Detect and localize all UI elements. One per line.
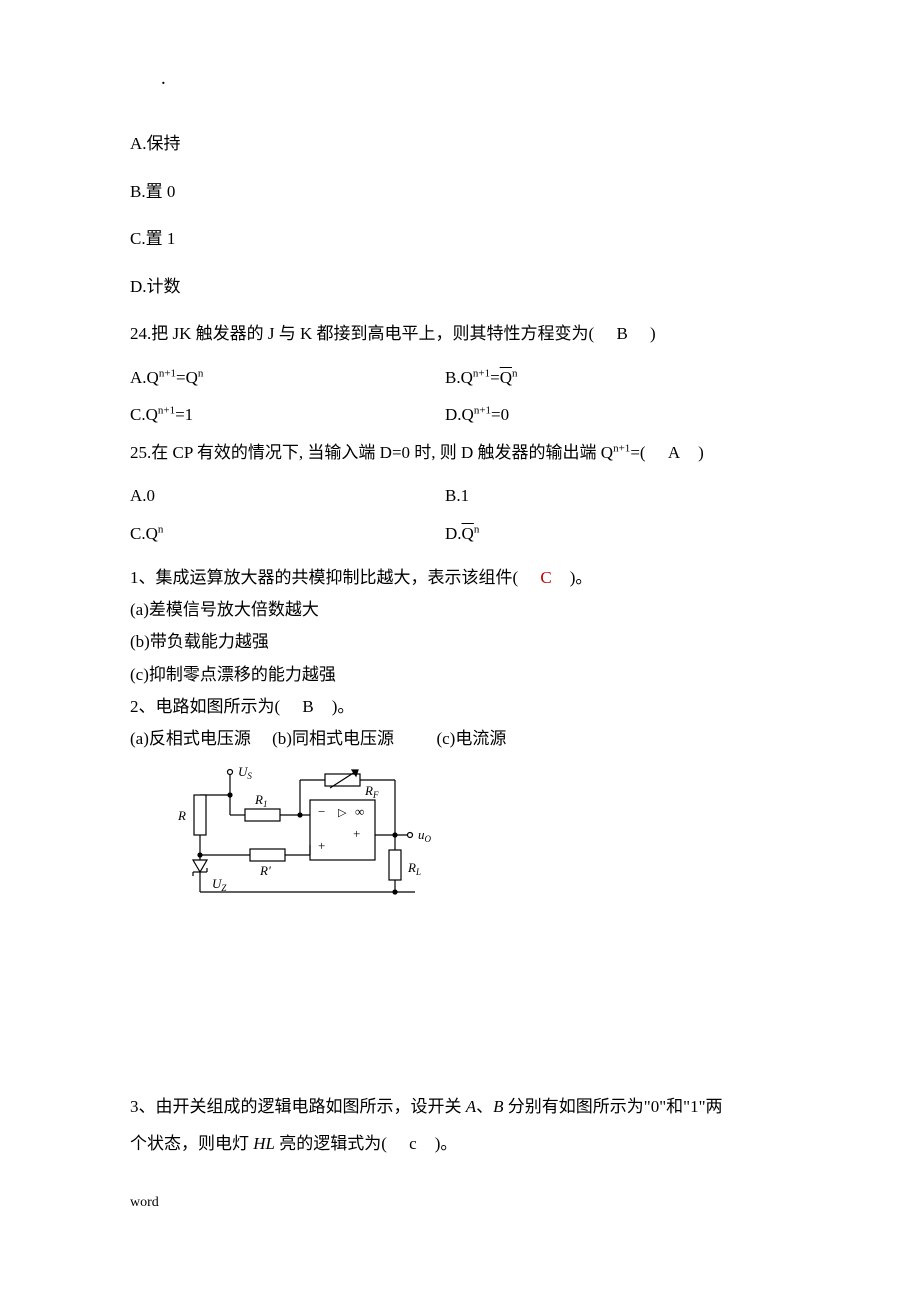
question-25: 25.在 CP 有效的情况下, 当输入端 D=0 时, 则 D 触发器的输出端 … (130, 440, 790, 547)
opt-a: A.保持 (130, 131, 790, 157)
svg-text:▷: ▷ (338, 807, 347, 819)
q25-stem: 25.在 CP 有效的情况下, 当输入端 D=0 时, 则 D 触发器的输出端 … (130, 443, 613, 462)
q25-answer: A (668, 443, 680, 462)
q24-answer: B (616, 324, 627, 343)
svg-text:RL: RL (407, 860, 421, 877)
q24-opt-d: D.Qn+1=0 (445, 402, 790, 428)
q25-opt-c: C.Qn (130, 521, 445, 547)
opt-d: D.计数 (130, 274, 790, 300)
q3-answer: c (409, 1134, 417, 1153)
question-24: 24.把 JK 触发器的 J 与 K 都接到高电平上，则其特性方程变为( B )… (130, 321, 790, 428)
svg-text:+: + (318, 838, 325, 853)
q24-opt-b: B.Qn+1=Qn (445, 365, 790, 391)
question-1: 1、集成运算放大器的共模抑制比越大，表示该组件( C)。 (a)差模信号放大倍数… (130, 564, 790, 688)
q3-stem-1: 3、由开关组成的逻辑电路如图所示，设开关 (130, 1097, 466, 1116)
svg-text:R′: R′ (259, 863, 271, 878)
q24-opt-a: A.Qn+1=Qn (130, 365, 445, 391)
svg-text:uO: uO (418, 827, 432, 844)
svg-text:+: + (353, 826, 360, 841)
q1-opt-a: (a)差模信号放大倍数越大 (130, 596, 790, 623)
q2-answer: B (302, 697, 313, 716)
svg-text:R1: R1 (254, 792, 267, 809)
svg-text:UZ: UZ (212, 876, 227, 893)
q24-stem-end: ) (650, 324, 656, 343)
q2-opt-a: (a)反相式电压源 (130, 729, 251, 748)
q2-opt-b: (b)同相式电压源 (272, 729, 394, 748)
question-3: 3、由开关组成的逻辑电路如图所示，设开关 A、B 分别有如图所示为"0"和"1"… (130, 1088, 790, 1163)
svg-text:R: R (177, 808, 186, 823)
q3-stem-2: 个状态，则电灯 (130, 1134, 253, 1153)
q2-stem: 2、电路如图所示为( (130, 697, 280, 716)
q1-opt-b: (b)带负载能力越强 (130, 628, 790, 655)
circuit-diagram: US R UZ R1 (160, 760, 790, 928)
q25-opt-a: A.0 (130, 483, 445, 509)
svg-text:−: − (318, 804, 325, 819)
q25-opt-b: B.1 (445, 483, 790, 509)
svg-text:∞: ∞ (355, 804, 364, 819)
question-2: 2、电路如图所示为( B)。 (a)反相式电压源 (b)同相式电压源 (c)电流… (130, 693, 790, 752)
q1-answer: C (540, 568, 551, 587)
q25-opt-d: D.Qn (445, 521, 790, 547)
page-dot: ． (160, 70, 790, 91)
q2-opt-c: (c)电流源 (436, 729, 506, 748)
opt-b: B.置 0 (130, 179, 790, 205)
q1-opt-c: (c)抑制零点漂移的能力越强 (130, 661, 790, 688)
svg-text:RF: RF (364, 783, 379, 800)
q24-opt-c: C.Qn+1=1 (130, 402, 445, 428)
svg-text:US: US (238, 764, 252, 781)
q24-stem: 24.把 JK 触发器的 J 与 K 都接到高电平上，则其特性方程变为( (130, 324, 594, 343)
footer-text: word (130, 1192, 790, 1213)
opt-c: C.置 1 (130, 226, 790, 252)
q1-stem: 1、集成运算放大器的共模抑制比越大，表示该组件( (130, 568, 518, 587)
